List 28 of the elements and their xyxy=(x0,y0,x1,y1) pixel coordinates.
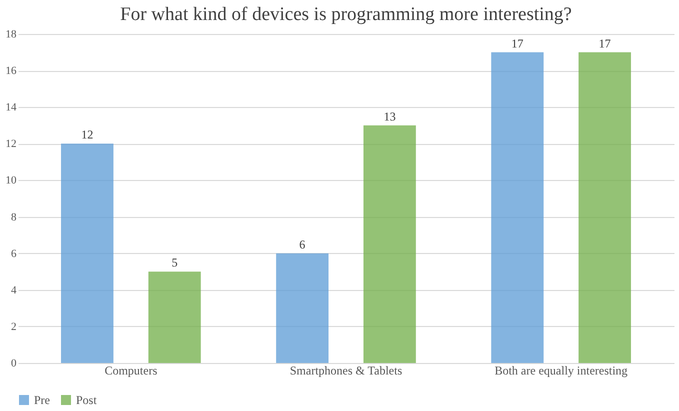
bar xyxy=(148,272,201,363)
y-tick-label: 14 xyxy=(6,102,17,114)
x-tick-label: Both are equally interesting xyxy=(494,364,628,378)
x-tick-label: Computers xyxy=(104,364,158,378)
y-tick-label: 2 xyxy=(11,320,16,333)
data-label: 12 xyxy=(81,128,94,142)
y-tick-label: 4 xyxy=(11,284,17,296)
legend-label: Post xyxy=(76,393,98,407)
bar xyxy=(578,52,631,363)
data-label: 17 xyxy=(598,36,611,50)
y-tick-label: 18 xyxy=(6,28,17,40)
y-tick-label: 12 xyxy=(6,138,16,150)
y-tick-label: 10 xyxy=(6,174,17,187)
bar xyxy=(363,125,416,363)
bar xyxy=(61,144,114,363)
y-tick-label: 16 xyxy=(6,65,17,78)
data-label: 17 xyxy=(511,36,524,50)
chart-title: For what kind of devices is programming more interesting? xyxy=(120,4,572,25)
y-tick-label: 8 xyxy=(11,211,17,224)
data-label: 6 xyxy=(299,237,306,252)
y-tick-label: 6 xyxy=(11,248,17,260)
data-label: 5 xyxy=(172,256,178,270)
x-tick-label: Smartphones & Tablets xyxy=(290,364,402,378)
data-label: 13 xyxy=(384,109,396,124)
bar xyxy=(276,253,329,363)
y-tick-label: 0 xyxy=(11,358,17,370)
bar xyxy=(491,52,544,363)
legend-label: Pre xyxy=(34,393,50,407)
